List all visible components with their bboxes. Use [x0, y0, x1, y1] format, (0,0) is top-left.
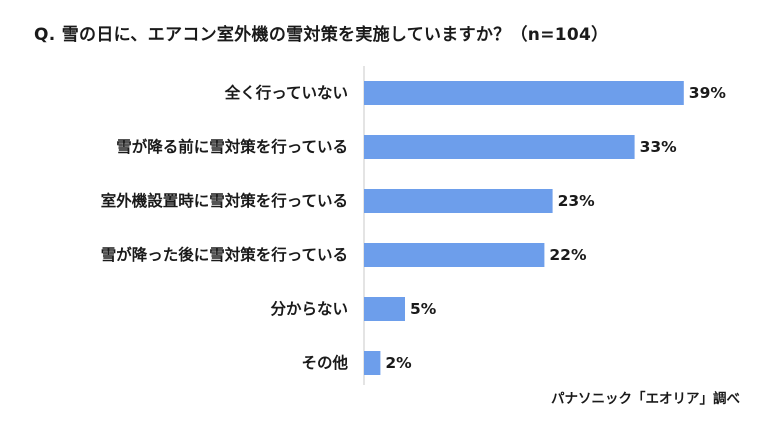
category-label: 雪が降った後に雪対策を行っている	[101, 245, 348, 264]
bar	[364, 135, 635, 159]
value-label: 39%	[689, 84, 727, 102]
bar	[364, 81, 684, 105]
value-label: 23%	[558, 192, 596, 210]
category-labels: 全く行っていない雪が降る前に雪対策を行っている室外機設置時に雪対策を行っている雪…	[101, 83, 349, 372]
value-label: 2%	[385, 354, 412, 372]
bars	[364, 81, 684, 375]
value-label: 33%	[640, 138, 678, 156]
bar	[364, 189, 553, 213]
source-note: パナソニック「エオリア」調べ	[551, 391, 740, 407]
chart-title: Q. 雪の日に、エアコン室外機の雪対策を実施していますか？（n=104）	[34, 25, 609, 45]
bar	[364, 351, 381, 375]
category-label: 雪が降る前に雪対策を行っている	[116, 137, 348, 156]
category-label: 室外機設置時に雪対策を行っている	[101, 191, 348, 210]
bar	[364, 243, 545, 267]
category-label: 全く行っていない	[224, 83, 348, 102]
category-label: その他	[301, 353, 348, 372]
value-label: 5%	[410, 300, 437, 318]
category-label: 分からない	[270, 300, 348, 318]
value-labels: 39% 33% 23% 22% 5% 2%	[385, 84, 726, 372]
value-label: 22%	[549, 246, 587, 264]
bar	[364, 297, 405, 321]
